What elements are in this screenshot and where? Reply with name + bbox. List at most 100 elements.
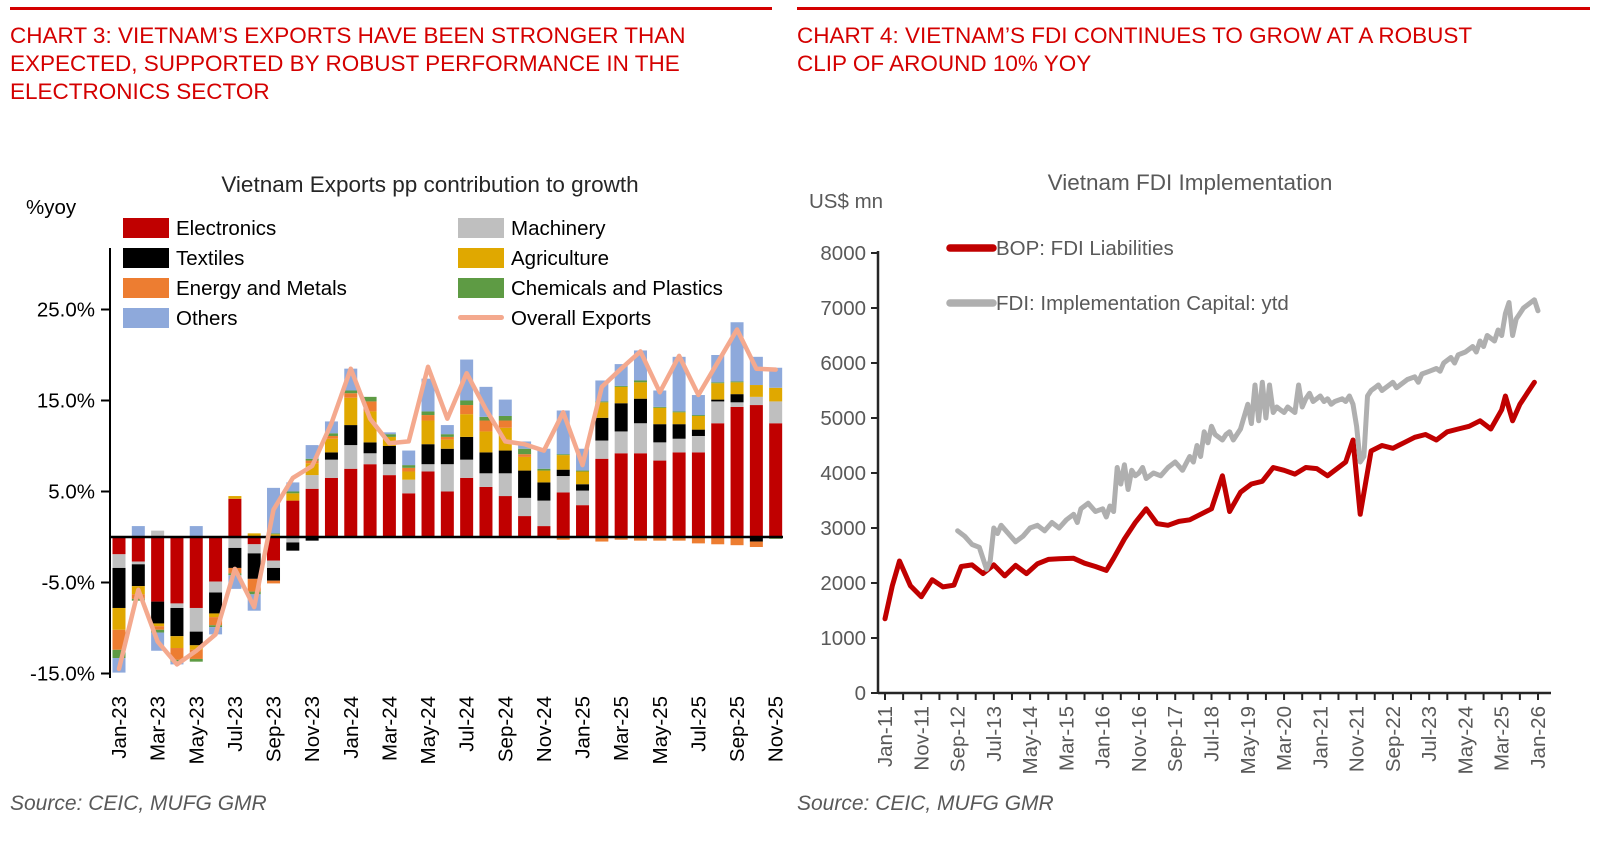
bar-segment (595, 440, 609, 459)
bar-segment (344, 390, 358, 394)
y-axis-tick-label: 8000 (820, 242, 866, 265)
bar-segment (537, 500, 551, 527)
bar-segment (614, 431, 628, 454)
bar-segment (363, 411, 377, 443)
bar-segment (479, 452, 493, 474)
chart4-source: Source: CEIC, MUFG GMR (797, 792, 1054, 815)
bar-segment (498, 399, 512, 416)
bar-segment (363, 396, 377, 402)
bar-segment (286, 537, 300, 543)
bar-segment (189, 631, 203, 646)
bar-segment (209, 613, 223, 618)
legend-label: Energy and Metals (176, 277, 347, 300)
bar-segment (711, 355, 725, 383)
bar-segment (305, 475, 319, 489)
bar-segment (537, 526, 551, 537)
bar-segment (711, 423, 725, 537)
bar-segment (421, 471, 435, 537)
y-axis-tick-label: 5.0% (48, 481, 95, 504)
bar-segment (730, 406, 744, 537)
x-axis-tick-label: Mar-15 (1055, 706, 1078, 771)
x-axis-tick-label: Nov-21 (1346, 706, 1369, 772)
legend-label: FDI: Implementation Capital: ytd (996, 292, 1289, 315)
y-axis-tick-label: 25.0% (37, 299, 95, 322)
bar-segment (440, 491, 454, 537)
bar-segment (460, 436, 474, 460)
bar-segment (556, 476, 570, 493)
bar-segment (711, 401, 725, 424)
bar-segment (267, 580, 281, 584)
bar-segment (402, 450, 416, 466)
y-axis-unit-label: %yoy (26, 196, 77, 219)
bar-segment (498, 420, 512, 428)
chart3-source: Source: CEIC, MUFG GMR (10, 792, 267, 815)
bar-segment (382, 446, 396, 465)
bar-segment (556, 455, 570, 470)
bar-segment (151, 623, 165, 627)
x-axis-tick-label: Sep-25 (726, 696, 749, 762)
bar-segment (576, 505, 590, 537)
bar-segment (151, 629, 165, 633)
bar-segment (749, 537, 763, 542)
y-axis-tick-label: 15.0% (37, 390, 95, 413)
bar-segment (305, 488, 319, 537)
bar-segment (691, 537, 705, 544)
chart4-heading: CHART 4: VIETNAM’S FDI CONTINUES TO GROW… (797, 23, 1472, 76)
legend-label: Chemicals and Plastics (511, 277, 723, 300)
bar-segment (440, 448, 454, 465)
bar-segment (691, 435, 705, 453)
bar-segment (479, 386, 493, 417)
bar-segment (131, 561, 145, 565)
bar-segment (363, 453, 377, 465)
bar-segment (189, 526, 203, 537)
bar-segment (653, 442, 667, 461)
bar-segment (576, 471, 590, 485)
bar-segment (382, 432, 396, 435)
chart4-panel: CHART 4: VIETNAM’S FDI CONTINUES TO GROW… (795, 0, 1599, 845)
legend-label: Electronics (176, 217, 276, 240)
bar-segment (691, 429, 705, 436)
bar-segment (324, 459, 338, 478)
x-axis-tick-label: May-25 (649, 696, 672, 764)
x-axis-tick-label: Sep-24 (494, 696, 517, 762)
top-red-rule (10, 7, 772, 10)
bar-segment (286, 493, 300, 501)
bar-segment (498, 415, 512, 421)
bar-segment (209, 537, 223, 582)
bar-segment (440, 434, 454, 437)
bar-segment (479, 486, 493, 537)
legend-swatch (123, 218, 169, 238)
bar-segment (711, 537, 725, 545)
bar-segment (189, 607, 203, 632)
legend: BOP: FDI Liabilities FDI: Implementation … (946, 237, 1289, 315)
bar-segment (518, 454, 532, 457)
bar-segment (209, 592, 223, 614)
bar-segment (189, 649, 203, 659)
bar-segment (691, 415, 705, 416)
bar-segment (151, 537, 165, 602)
bar-segment (247, 553, 261, 579)
bar-segment (460, 459, 474, 478)
y-axis-tick-label: 3000 (820, 517, 866, 540)
bar-segment (749, 385, 763, 397)
exports-contribution-chart: Vietnam Exports pp contribution to growt… (26, 172, 788, 764)
x-axis-tick-label: Nov-25 (765, 696, 788, 762)
bar-segment (518, 497, 532, 517)
y-axis: 0 1000 2000 3000 4000 5000 6000 7000 8000 (820, 242, 880, 705)
bar-segment (556, 469, 570, 477)
bar-segment (498, 473, 512, 497)
bar-segment (440, 436, 454, 440)
x-axis-tick-label: May-24 (1454, 706, 1477, 774)
legend: Electronics Textiles Energy and Metals Othe… (123, 217, 723, 330)
legend-swatch-overall-exports-line (458, 315, 504, 320)
bar-segment (382, 434, 396, 437)
x-axis-tick-label: Mar-24 (378, 696, 401, 761)
bar-segment (402, 471, 416, 480)
bar-segment (614, 537, 628, 540)
bar-segment (170, 537, 184, 604)
bar-segment (112, 649, 126, 659)
legend-label: Agriculture (511, 247, 609, 270)
bar-segment (595, 417, 609, 441)
bar-segment (749, 405, 763, 537)
bar-segment (267, 567, 281, 581)
